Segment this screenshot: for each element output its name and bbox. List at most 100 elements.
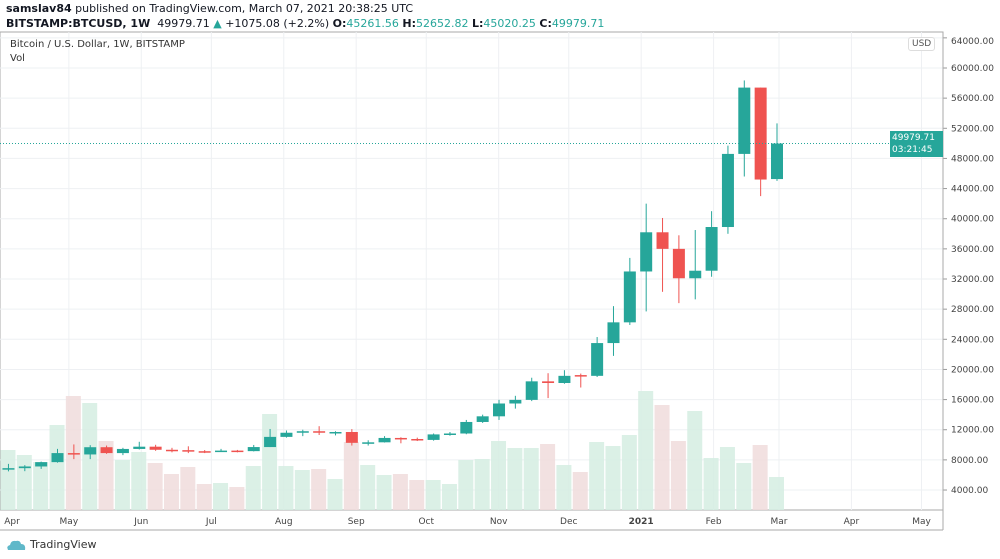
candle-body xyxy=(182,450,195,452)
y-tick-label: 12000.00 xyxy=(951,426,994,436)
candle-body xyxy=(198,451,211,453)
volume-bar xyxy=(523,448,539,510)
candle-body xyxy=(623,271,636,323)
candle-body xyxy=(2,468,15,470)
volume-bar xyxy=(572,472,588,510)
x-tick-label: May xyxy=(60,517,79,527)
published-text: published on TradingView.com, March 07, … xyxy=(75,2,414,15)
x-tick-label: Jun xyxy=(133,517,148,527)
x-tick-label: Aug xyxy=(275,517,293,527)
open-label: O: xyxy=(332,17,347,30)
candle-body xyxy=(215,450,228,453)
tradingview-logo[interactable]: TradingView xyxy=(6,538,96,551)
volume-bar xyxy=(621,435,637,510)
y-tick-label: 4000.00 xyxy=(951,486,988,496)
volume-bar xyxy=(343,442,359,510)
y-tick-label: 28000.00 xyxy=(951,305,994,315)
volume-bar xyxy=(556,465,572,510)
candle-body xyxy=(247,447,260,452)
volume-bar xyxy=(98,441,114,510)
x-tick-label: Mar xyxy=(771,517,788,527)
low-label: L: xyxy=(472,17,484,30)
volume-bar xyxy=(33,462,49,510)
volume-bar xyxy=(458,460,474,510)
candle-body xyxy=(427,434,440,440)
publisher[interactable]: samslav84 xyxy=(6,2,72,15)
volume-bar xyxy=(360,465,376,510)
candle-body xyxy=(296,431,309,433)
volume-bar xyxy=(278,466,294,510)
volume-bar xyxy=(409,480,425,510)
volume-bar xyxy=(491,441,507,510)
volume-bar xyxy=(327,479,343,510)
candle-body xyxy=(149,446,162,450)
candle-body xyxy=(509,399,522,404)
x-tick-label: Dec xyxy=(560,517,577,527)
volume-bar xyxy=(392,474,408,510)
candle-body xyxy=(264,436,277,448)
candle-body xyxy=(771,143,783,180)
candle-body xyxy=(378,437,391,443)
volume-bar xyxy=(654,405,670,510)
volume-bar xyxy=(703,458,719,510)
last-price-value: 49979.71 xyxy=(892,133,935,143)
volume-bar xyxy=(262,414,278,510)
volume-bar xyxy=(147,463,163,510)
candle-body xyxy=(116,448,129,454)
x-tick-label: Nov xyxy=(490,517,508,527)
volume-bar xyxy=(114,460,130,510)
x-tick-label: Sep xyxy=(348,517,365,527)
volume-bar xyxy=(670,441,686,510)
y-tick-label: 24000.00 xyxy=(951,335,994,345)
y-tick-label: 8000.00 xyxy=(951,456,988,466)
symbol-info: BITSTAMP:BTCUSD, 1W 49979.71 ▲ +1075.08 … xyxy=(6,17,604,30)
volume-bar xyxy=(180,467,196,510)
volume-bar xyxy=(540,444,556,510)
y-tick-label: 64000.00 xyxy=(951,37,994,47)
x-tick-label: Oct xyxy=(418,517,434,527)
last-price-label: 49979.71 03:21:45 xyxy=(890,131,943,157)
volume-bar xyxy=(213,483,229,510)
candle-body xyxy=(231,450,244,453)
candle-body xyxy=(558,375,571,384)
candle-body xyxy=(640,232,653,272)
x-tick-label: May xyxy=(912,517,931,527)
currency-button[interactable]: USD xyxy=(908,37,936,51)
publish-info: samslav84 published on TradingView.com, … xyxy=(6,2,413,15)
volume-legend: Vol xyxy=(10,53,25,64)
volume-bar xyxy=(736,463,752,510)
candle-body xyxy=(133,446,146,449)
candle-body xyxy=(329,431,342,434)
y-tick-label: 60000.00 xyxy=(951,64,994,74)
volume-bar xyxy=(49,425,65,510)
up-arrow-icon: ▲ xyxy=(213,17,222,30)
y-tick-label: 16000.00 xyxy=(951,396,994,406)
candle-body xyxy=(607,322,620,344)
candle-body xyxy=(721,153,734,228)
volume-bar xyxy=(507,448,523,510)
open-value: 45261.56 xyxy=(346,17,399,30)
symbol: BITSTAMP:BTCUSD, 1W xyxy=(6,17,151,30)
low-value: 45020.25 xyxy=(483,17,536,30)
candle-body xyxy=(362,442,375,444)
candle-body xyxy=(493,403,506,417)
volume-bar xyxy=(605,446,621,510)
volume-bar xyxy=(474,459,490,510)
volume-bar xyxy=(769,477,784,510)
volume-bar xyxy=(229,487,245,510)
candle-body xyxy=(689,270,702,279)
volume-bar xyxy=(752,445,768,510)
y-tick-label: 36000.00 xyxy=(951,245,994,255)
candle-body xyxy=(18,466,31,469)
brand-name: TradingView xyxy=(30,538,97,551)
candle-body xyxy=(542,381,555,384)
y-tick-label: 44000.00 xyxy=(951,185,994,195)
candle-body xyxy=(476,416,489,422)
volume-bar xyxy=(719,447,735,510)
x-tick-label: 2021 xyxy=(629,517,654,527)
candle-body xyxy=(165,449,178,452)
candle-body xyxy=(394,437,407,440)
x-tick-label: Apr xyxy=(844,517,860,527)
candle-body xyxy=(84,447,97,455)
